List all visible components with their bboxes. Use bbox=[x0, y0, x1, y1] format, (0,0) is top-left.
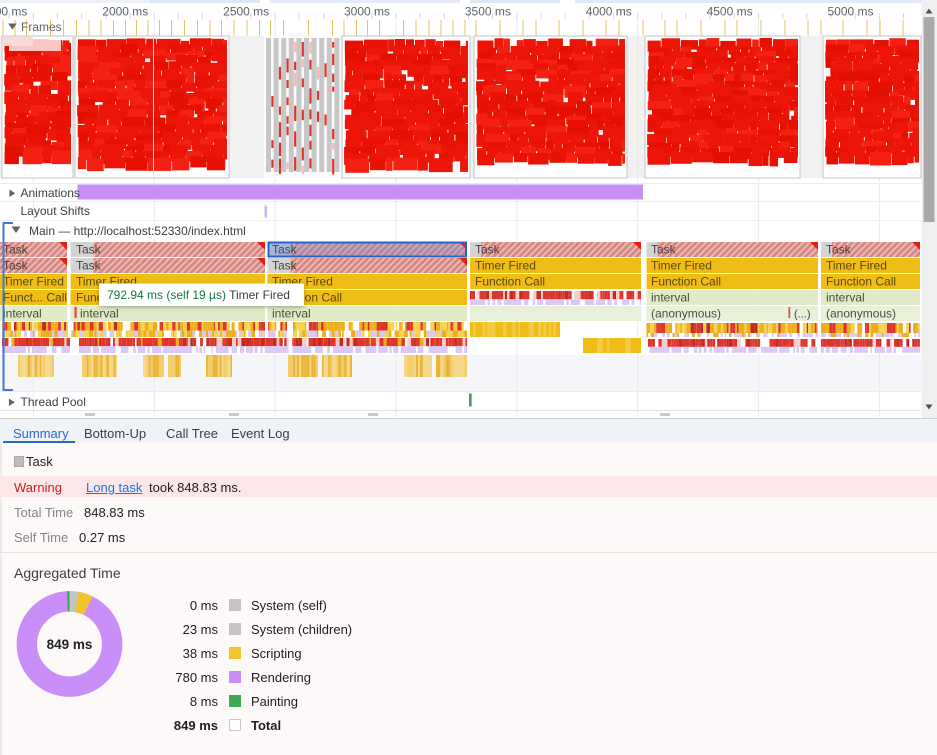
svg-text:1500 ms: 1500 ms bbox=[0, 5, 27, 19]
svg-text:Task: Task bbox=[475, 243, 501, 257]
svg-text:3000 ms: 3000 ms bbox=[344, 5, 390, 19]
svg-text:Timer Fired: Timer Fired bbox=[475, 259, 536, 273]
svg-text:(anonymous): (anonymous) bbox=[826, 307, 896, 321]
svg-text:Task: Task bbox=[272, 243, 298, 257]
svg-text:2000 ms: 2000 ms bbox=[102, 5, 148, 19]
svg-text:Function Call: Function Call bbox=[651, 275, 721, 289]
svg-text:interval: interval bbox=[3, 307, 42, 321]
svg-text:interval: interval bbox=[272, 307, 311, 321]
svg-text:4500 ms: 4500 ms bbox=[707, 5, 753, 19]
svg-text:interval: interval bbox=[826, 291, 865, 305]
svg-text:interval: interval bbox=[80, 307, 119, 321]
svg-text:Task: Task bbox=[272, 259, 298, 273]
svg-text:Main — http://localhost:52330/: Main — http://localhost:52330/index.html bbox=[29, 224, 246, 238]
svg-text:Timer Fired: Timer Fired bbox=[651, 259, 712, 273]
svg-text:interval: interval bbox=[651, 291, 690, 305]
svg-text:Timer Fired: Timer Fired bbox=[826, 259, 887, 273]
svg-text:Task: Task bbox=[76, 259, 102, 273]
svg-text:Frames: Frames bbox=[21, 20, 62, 34]
svg-text:4000 ms: 4000 ms bbox=[586, 5, 632, 19]
svg-text:2500 ms: 2500 ms bbox=[223, 5, 269, 19]
svg-text:Funct... Call: Funct... Call bbox=[3, 291, 67, 305]
svg-text:Task: Task bbox=[3, 259, 29, 273]
svg-text:3500 ms: 3500 ms bbox=[465, 5, 511, 19]
svg-text:Thread Pool: Thread Pool bbox=[21, 395, 86, 409]
svg-text:Animations: Animations bbox=[21, 186, 80, 200]
svg-text:Task: Task bbox=[651, 243, 677, 257]
svg-text:849 ms: 849 ms bbox=[47, 637, 93, 652]
svg-text:(anonymous): (anonymous) bbox=[651, 307, 721, 321]
svg-text:792.94 ms (self 19 µs) Timer F: 792.94 ms (self 19 µs) Timer Fired bbox=[107, 288, 290, 302]
svg-text:Task: Task bbox=[826, 243, 852, 257]
svg-text:Function Call: Function Call bbox=[826, 275, 896, 289]
svg-text:Function Call: Function Call bbox=[475, 275, 545, 289]
svg-text:Task: Task bbox=[3, 243, 29, 257]
svg-text:Layout Shifts: Layout Shifts bbox=[21, 204, 90, 218]
svg-text:(...): (...) bbox=[794, 309, 811, 321]
svg-text:Task: Task bbox=[76, 243, 102, 257]
svg-text:Timer Fired: Timer Fired bbox=[3, 275, 64, 289]
svg-text:5000 ms: 5000 ms bbox=[827, 5, 873, 19]
